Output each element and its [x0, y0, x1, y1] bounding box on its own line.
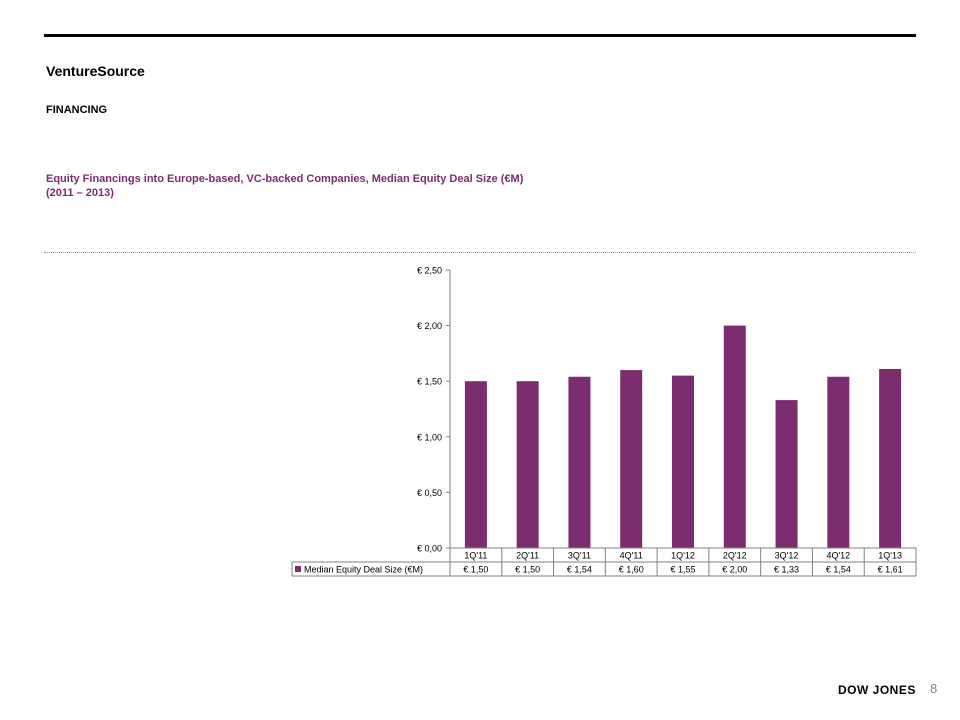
legend-swatch: [295, 566, 301, 572]
y-tick-label: € 0,50: [417, 488, 442, 498]
y-tick-label: € 0,00: [417, 544, 442, 554]
chart-title-line-1: Equity Financings into Europe-based, VC-…: [46, 173, 524, 185]
bar: [827, 376, 850, 548]
data-value-label: € 1,54: [567, 565, 592, 575]
top-rule: [44, 34, 916, 37]
data-value-label: € 1,54: [826, 565, 851, 575]
x-category-label: 4Q'11: [620, 551, 643, 561]
bar: [620, 370, 643, 548]
data-value-label: € 1,60: [619, 565, 644, 575]
data-value-label: € 1,33: [774, 565, 799, 575]
dotted-divider: [44, 252, 916, 253]
page-number: 8: [930, 681, 938, 696]
y-tick-label: € 1,00: [417, 432, 442, 442]
bar: [516, 381, 539, 548]
chart-title: Equity Financings into Europe-based, VC-…: [46, 172, 606, 200]
section-label: FINANCING: [46, 104, 108, 116]
data-value-label: € 1,55: [670, 565, 695, 575]
y-tick-label: € 2,50: [417, 266, 442, 276]
bar: [672, 375, 694, 548]
bar: [568, 376, 591, 548]
x-category-label: 3Q'12: [775, 551, 799, 561]
chart-title-line-2: (2011 – 2013): [46, 187, 114, 199]
data-value-label: € 2,00: [722, 565, 747, 575]
x-category-label: 1Q'11: [464, 551, 487, 561]
bar: [464, 381, 487, 548]
x-category-label: 1Q'12: [671, 551, 695, 561]
y-tick-label: € 2,00: [417, 321, 442, 331]
x-category-label: 2Q'11: [516, 551, 539, 561]
brand-title: VentureSource: [46, 63, 145, 79]
x-category-label: 3Q'11: [568, 551, 591, 561]
bar: [879, 368, 902, 548]
data-value-label: € 1,50: [463, 565, 488, 575]
x-category-label: 4Q'12: [826, 551, 850, 561]
y-tick-label: € 1,50: [417, 377, 442, 387]
legend-series-name: Median Equity Deal Size (€M): [304, 565, 423, 575]
data-value-label: € 1,61: [878, 565, 903, 575]
bar: [775, 400, 798, 548]
data-value-label: € 1,50: [515, 565, 540, 575]
x-category-label: 1Q'13: [878, 551, 902, 561]
x-category-label: 2Q'12: [723, 551, 747, 561]
footer-logo: DOW JONES: [838, 683, 916, 697]
bar: [723, 325, 746, 548]
